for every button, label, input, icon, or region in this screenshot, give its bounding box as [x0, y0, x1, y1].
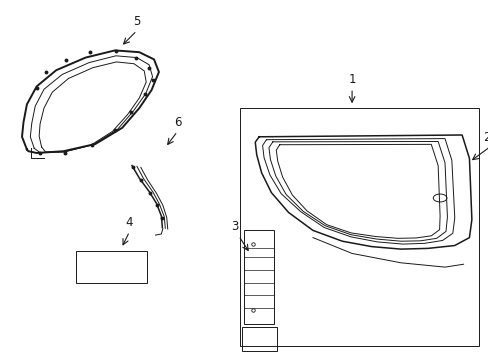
Text: 5: 5 [133, 15, 141, 28]
Bar [76, 251, 146, 283]
Bar [241, 327, 276, 351]
Text: 6: 6 [173, 116, 181, 129]
Text: 1: 1 [347, 73, 355, 86]
Text: 4: 4 [125, 216, 133, 229]
Text: 2: 2 [482, 131, 488, 144]
Bar [239, 108, 478, 346]
Text: 3: 3 [231, 220, 238, 233]
Bar [244, 230, 273, 324]
